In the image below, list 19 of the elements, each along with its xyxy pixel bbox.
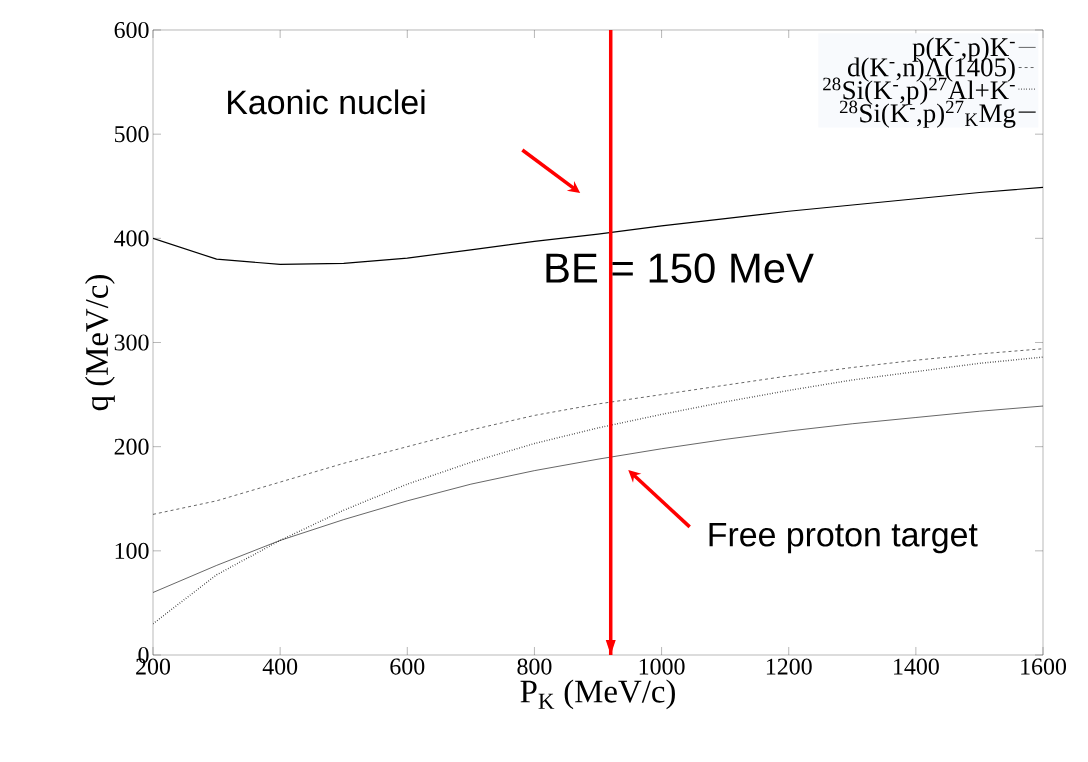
x-tick-label: 400 bbox=[262, 658, 298, 675]
y-tick-label: 500 bbox=[115, 126, 149, 143]
annotation: Free proton target bbox=[709, 522, 978, 554]
annotation: Kaonic nuclei bbox=[228, 89, 425, 115]
line-series bbox=[153, 348, 1044, 515]
y-tick-label: 200 bbox=[114, 438, 149, 455]
y-tick-label: 400 bbox=[114, 230, 149, 247]
x-tick-label: 1600 bbox=[1021, 658, 1067, 675]
x-tick-label: 800 bbox=[517, 658, 552, 675]
y-tick-label: 300 bbox=[114, 334, 149, 351]
x-tick-label: 1200 bbox=[766, 658, 812, 675]
x-tick-label: 1000 bbox=[639, 658, 685, 675]
annotation: BE = 150 MeV bbox=[546, 253, 814, 283]
x-tick-label: 1400 bbox=[894, 658, 939, 675]
y-axis-title: q (MeV/c) bbox=[84, 275, 115, 411]
x-axis-title: P$_{K}$ (MeV/c) bbox=[520, 679, 675, 710]
x-tick-label: 600 bbox=[390, 658, 425, 675]
y-tick-label: 100 bbox=[115, 542, 149, 559]
y-tick-label: 600 bbox=[114, 21, 149, 39]
